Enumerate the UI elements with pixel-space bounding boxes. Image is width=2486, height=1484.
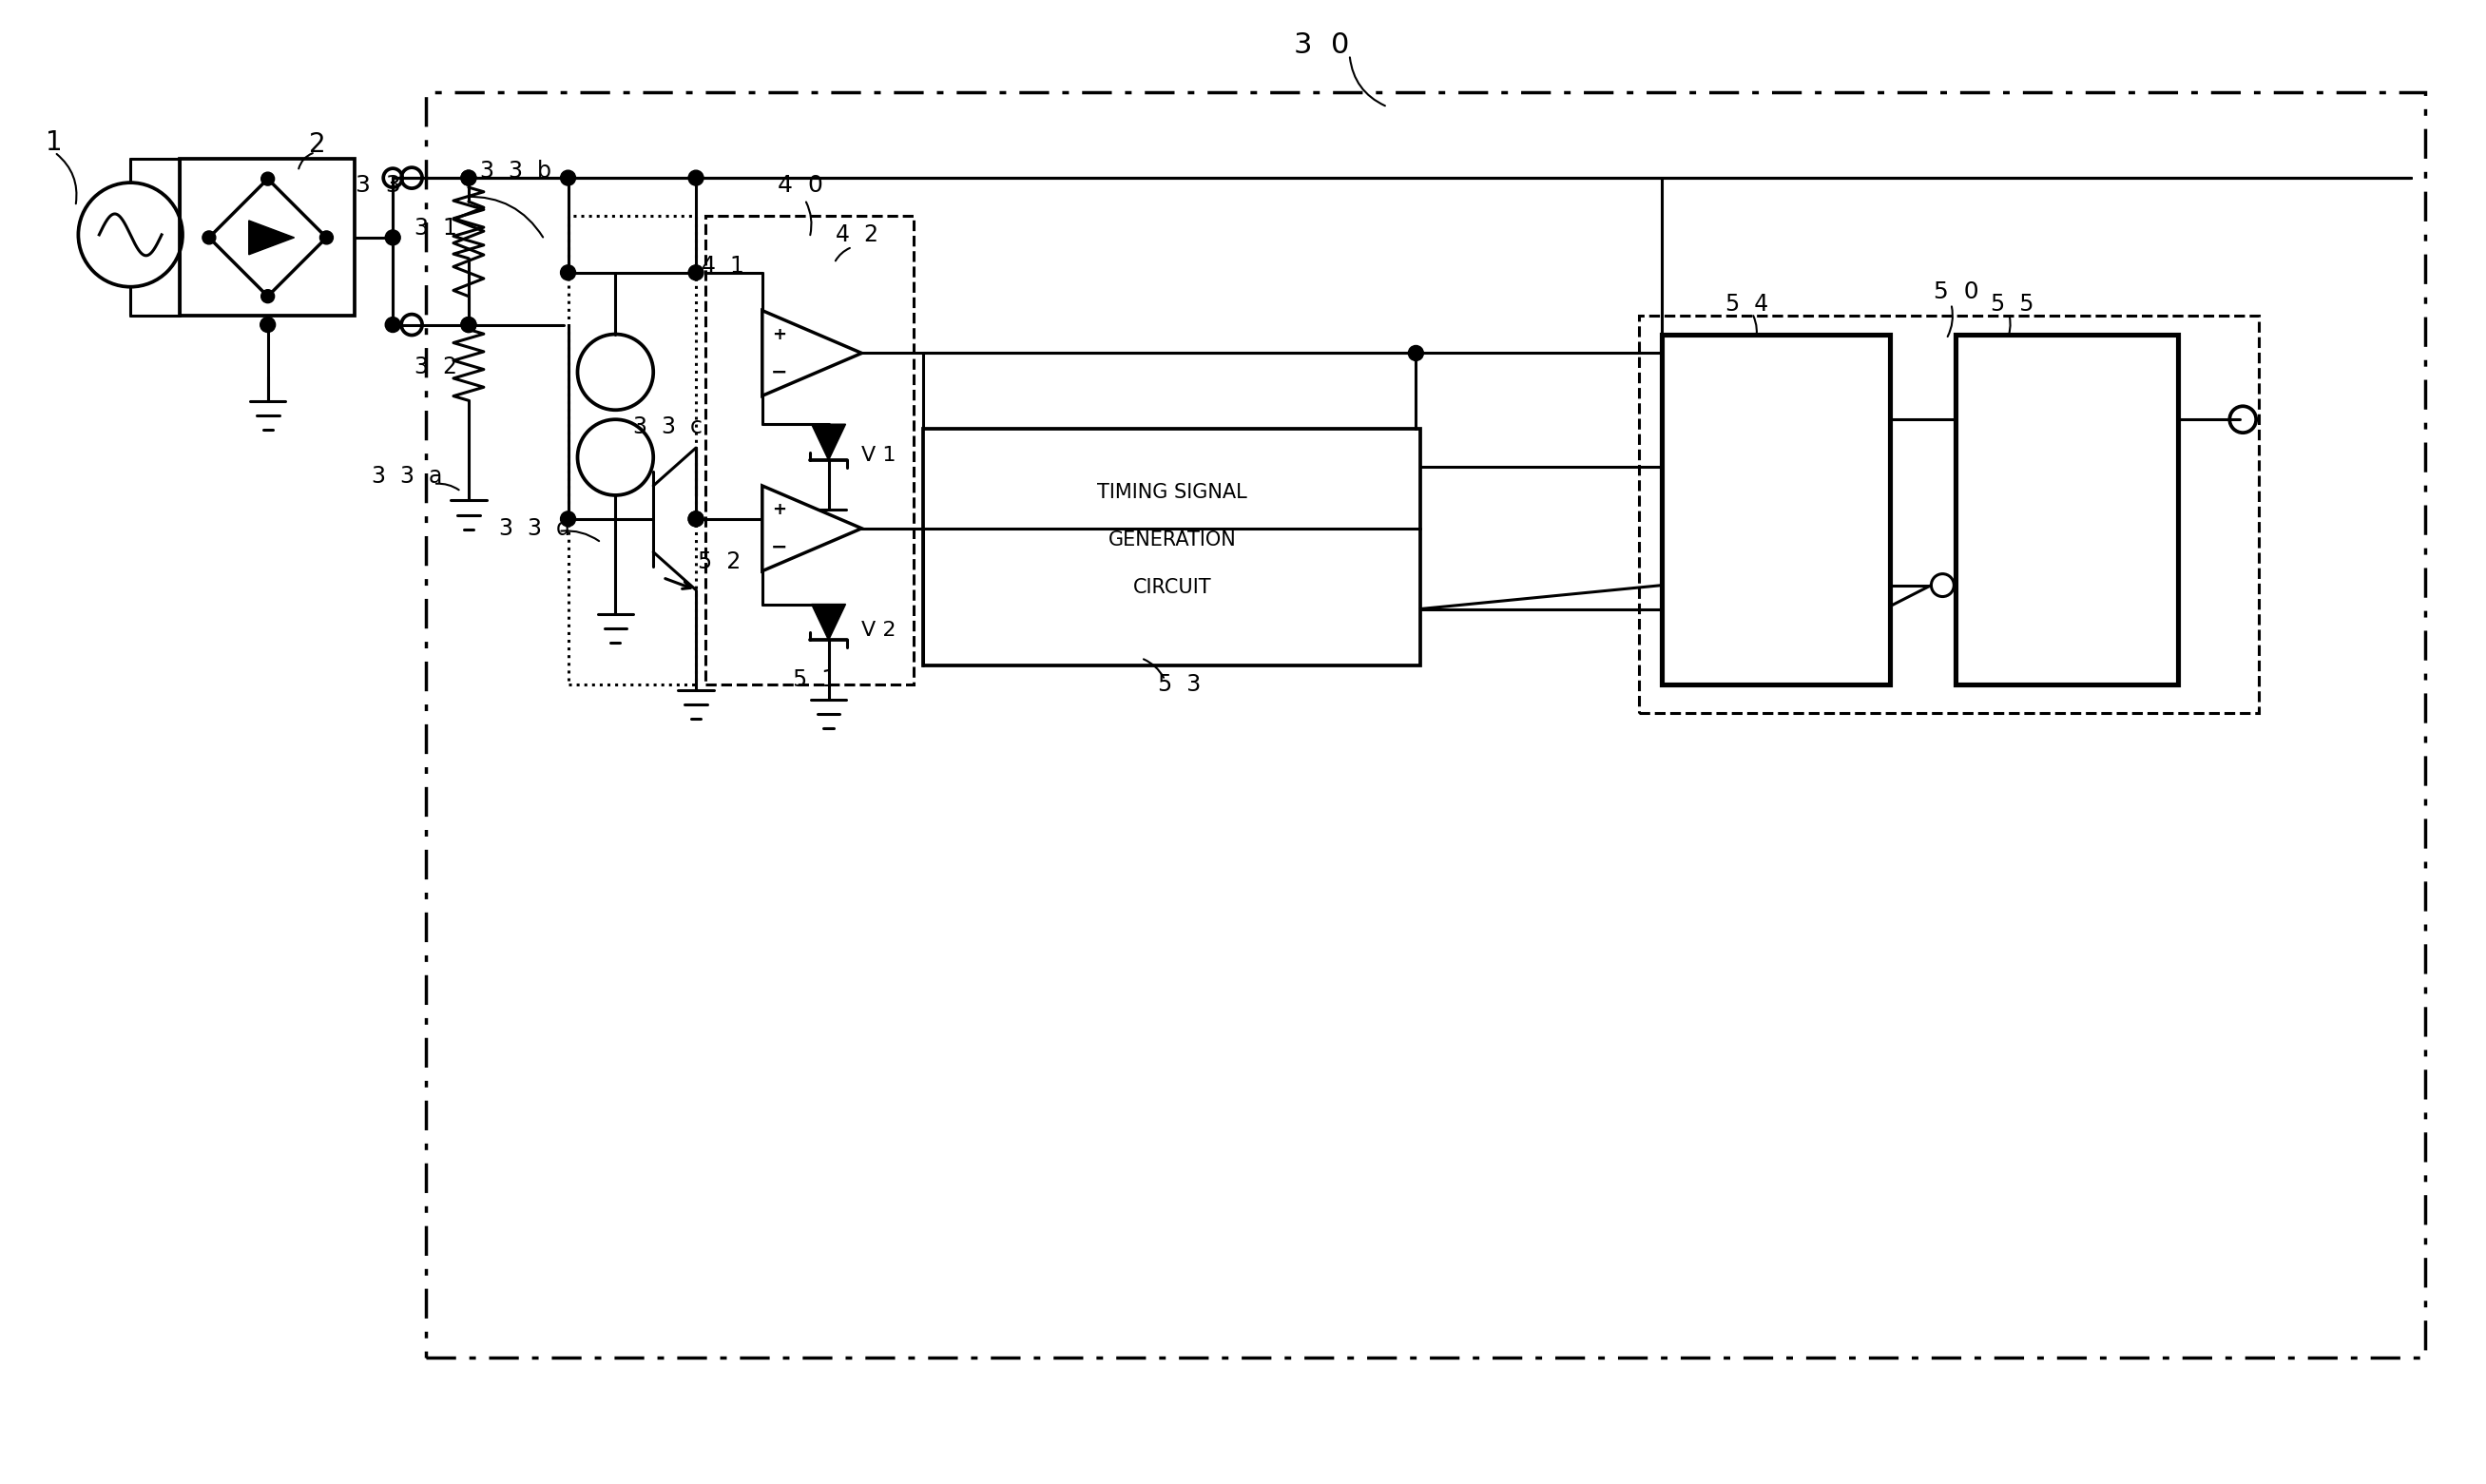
- Circle shape: [460, 171, 477, 186]
- Polygon shape: [810, 424, 845, 460]
- Text: 5  2: 5 2: [699, 551, 741, 573]
- Circle shape: [385, 230, 400, 245]
- Text: 3  3  b: 3 3 b: [480, 160, 552, 183]
- Circle shape: [460, 318, 477, 332]
- Text: 3  3  c: 3 3 c: [634, 416, 701, 438]
- Text: D: D: [1991, 407, 2011, 432]
- Circle shape: [261, 172, 273, 186]
- FancyBboxPatch shape: [922, 429, 1420, 666]
- Text: 5  1: 5 1: [793, 669, 835, 692]
- Text: 3  2: 3 2: [415, 356, 457, 378]
- Circle shape: [559, 512, 577, 527]
- Circle shape: [460, 318, 477, 332]
- Circle shape: [321, 232, 333, 245]
- Circle shape: [559, 171, 577, 186]
- Circle shape: [261, 318, 276, 332]
- Text: 3  0: 3 0: [1293, 31, 1350, 59]
- Text: 3  3  d: 3 3 d: [500, 516, 569, 540]
- FancyBboxPatch shape: [1956, 334, 2178, 684]
- Polygon shape: [810, 604, 845, 640]
- Text: R: R: [1698, 573, 1715, 598]
- Text: 3  3  a: 3 3 a: [373, 464, 443, 488]
- Text: C: C: [2123, 573, 2143, 598]
- Circle shape: [1407, 346, 1424, 361]
- Polygon shape: [763, 485, 863, 571]
- Text: −: −: [771, 537, 788, 556]
- Text: +: +: [773, 325, 786, 343]
- Text: V 2: V 2: [863, 620, 897, 640]
- Text: 3  1: 3 1: [415, 217, 457, 239]
- Text: 5  5: 5 5: [1991, 292, 2034, 315]
- Text: +: +: [773, 502, 786, 518]
- Circle shape: [261, 289, 273, 303]
- Circle shape: [559, 266, 577, 280]
- Circle shape: [689, 512, 704, 527]
- Polygon shape: [209, 180, 326, 297]
- FancyBboxPatch shape: [1663, 334, 1889, 684]
- Text: TIMING SIGNAL: TIMING SIGNAL: [1096, 482, 1248, 502]
- Text: 4  1: 4 1: [701, 255, 743, 278]
- Circle shape: [689, 266, 704, 280]
- Text: Q: Q: [1835, 407, 1855, 432]
- Text: CIRCUIT: CIRCUIT: [1134, 577, 1211, 597]
- Text: GENERATION: GENERATION: [1109, 530, 1236, 549]
- Text: −: −: [771, 362, 788, 381]
- Text: Q: Q: [2123, 407, 2143, 432]
- Text: 2: 2: [308, 132, 326, 157]
- Circle shape: [689, 171, 704, 186]
- Circle shape: [460, 171, 477, 186]
- Polygon shape: [249, 221, 293, 255]
- Text: 3  3: 3 3: [355, 174, 400, 197]
- Text: 4  2: 4 2: [835, 223, 878, 246]
- Circle shape: [201, 232, 216, 245]
- FancyBboxPatch shape: [179, 159, 355, 315]
- Text: 5  3: 5 3: [1158, 674, 1201, 696]
- Text: 5  4: 5 4: [1725, 292, 1770, 315]
- Circle shape: [689, 512, 704, 527]
- Text: 4  0: 4 0: [778, 174, 823, 197]
- Text: V 1: V 1: [863, 445, 897, 464]
- Circle shape: [385, 318, 400, 332]
- Text: S: S: [1700, 407, 1715, 432]
- Text: 5  0: 5 0: [1934, 280, 1979, 303]
- Text: 1: 1: [45, 129, 62, 156]
- Polygon shape: [763, 310, 863, 396]
